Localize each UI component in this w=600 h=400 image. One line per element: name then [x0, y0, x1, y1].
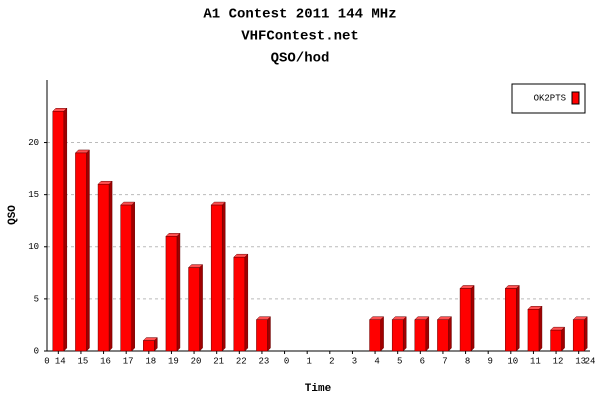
y-tick-label: 0 — [34, 346, 39, 356]
x-tick-label: 21 — [213, 356, 224, 366]
bar — [120, 204, 132, 352]
bar-side — [176, 232, 181, 352]
bar — [52, 111, 65, 352]
x-tick-label: 14 — [55, 356, 66, 366]
bar-side — [561, 326, 565, 352]
chart-subtitle: VHFContest.net — [241, 29, 359, 45]
x-tick-label: 15 — [78, 356, 89, 366]
x-tick-label: 7 — [442, 356, 447, 366]
bar-side — [108, 180, 113, 352]
bar — [391, 319, 404, 352]
bar — [459, 288, 472, 352]
bar — [505, 288, 517, 352]
bar-side — [402, 316, 407, 352]
bar-side — [199, 264, 203, 352]
bar — [369, 319, 381, 352]
legend-label: OK2PTS — [534, 93, 566, 103]
x-tick-label: 22 — [236, 356, 247, 366]
x-tick-label: 10 — [507, 356, 518, 366]
bar-side — [131, 201, 135, 352]
bar-side — [448, 316, 452, 352]
bar-side — [244, 253, 249, 352]
x-tick-label: 5 — [397, 356, 402, 366]
bar-side — [516, 284, 520, 352]
x-tick-label: 16 — [100, 356, 111, 366]
x-tick-label: 11 — [530, 356, 541, 366]
x-tick-label: 9 — [487, 356, 492, 366]
bar — [550, 329, 562, 352]
bar — [188, 267, 200, 352]
x-tick-label: 17 — [123, 356, 134, 366]
bar — [165, 236, 178, 352]
bar — [233, 256, 246, 352]
y-axis-label: QSO — [7, 205, 19, 225]
bar — [143, 340, 155, 352]
bar-side — [63, 107, 68, 352]
x-tick-label: 24 — [585, 356, 596, 366]
x-tick-label: 13 — [575, 356, 586, 366]
bar-side — [425, 316, 430, 352]
x-tick-label: 12 — [553, 356, 564, 366]
bar — [572, 319, 585, 352]
bar — [210, 204, 223, 352]
bar-side — [380, 316, 384, 352]
bar-side — [267, 316, 271, 352]
x-tick-label: 4 — [374, 356, 379, 366]
chart-title: A1 Contest 2011 144 MHz — [203, 7, 396, 23]
bar — [256, 319, 268, 352]
bar — [437, 319, 449, 352]
x-tick-label: 0 — [44, 356, 49, 366]
x-axis-label: Time — [305, 383, 332, 395]
bar-side — [86, 149, 90, 352]
bar — [414, 319, 427, 352]
legend-swatch — [571, 91, 580, 105]
y-tick-label: 15 — [28, 190, 39, 200]
bar — [75, 152, 87, 352]
chart-label: QSO/hod — [271, 51, 330, 67]
bar-side — [470, 284, 475, 352]
x-tick-label: 0 — [284, 356, 289, 366]
x-tick-label: 3 — [352, 356, 357, 366]
bar-side — [221, 201, 226, 352]
x-tick-label: 6 — [420, 356, 425, 366]
x-tick-label: 20 — [191, 356, 202, 366]
bar — [527, 309, 540, 352]
y-tick-label: 10 — [28, 242, 39, 252]
bar — [97, 183, 110, 352]
x-tick-label: 19 — [168, 356, 179, 366]
bar-side — [583, 316, 588, 352]
x-tick-label: 1 — [306, 356, 311, 366]
x-tick-label: 18 — [145, 356, 156, 366]
y-tick-label: 5 — [34, 294, 39, 304]
x-tick-label: 8 — [465, 356, 470, 366]
bar-side — [538, 305, 543, 352]
y-tick-label: 20 — [28, 138, 39, 148]
x-tick-label: 2 — [329, 356, 334, 366]
x-tick-label: 23 — [259, 356, 270, 366]
